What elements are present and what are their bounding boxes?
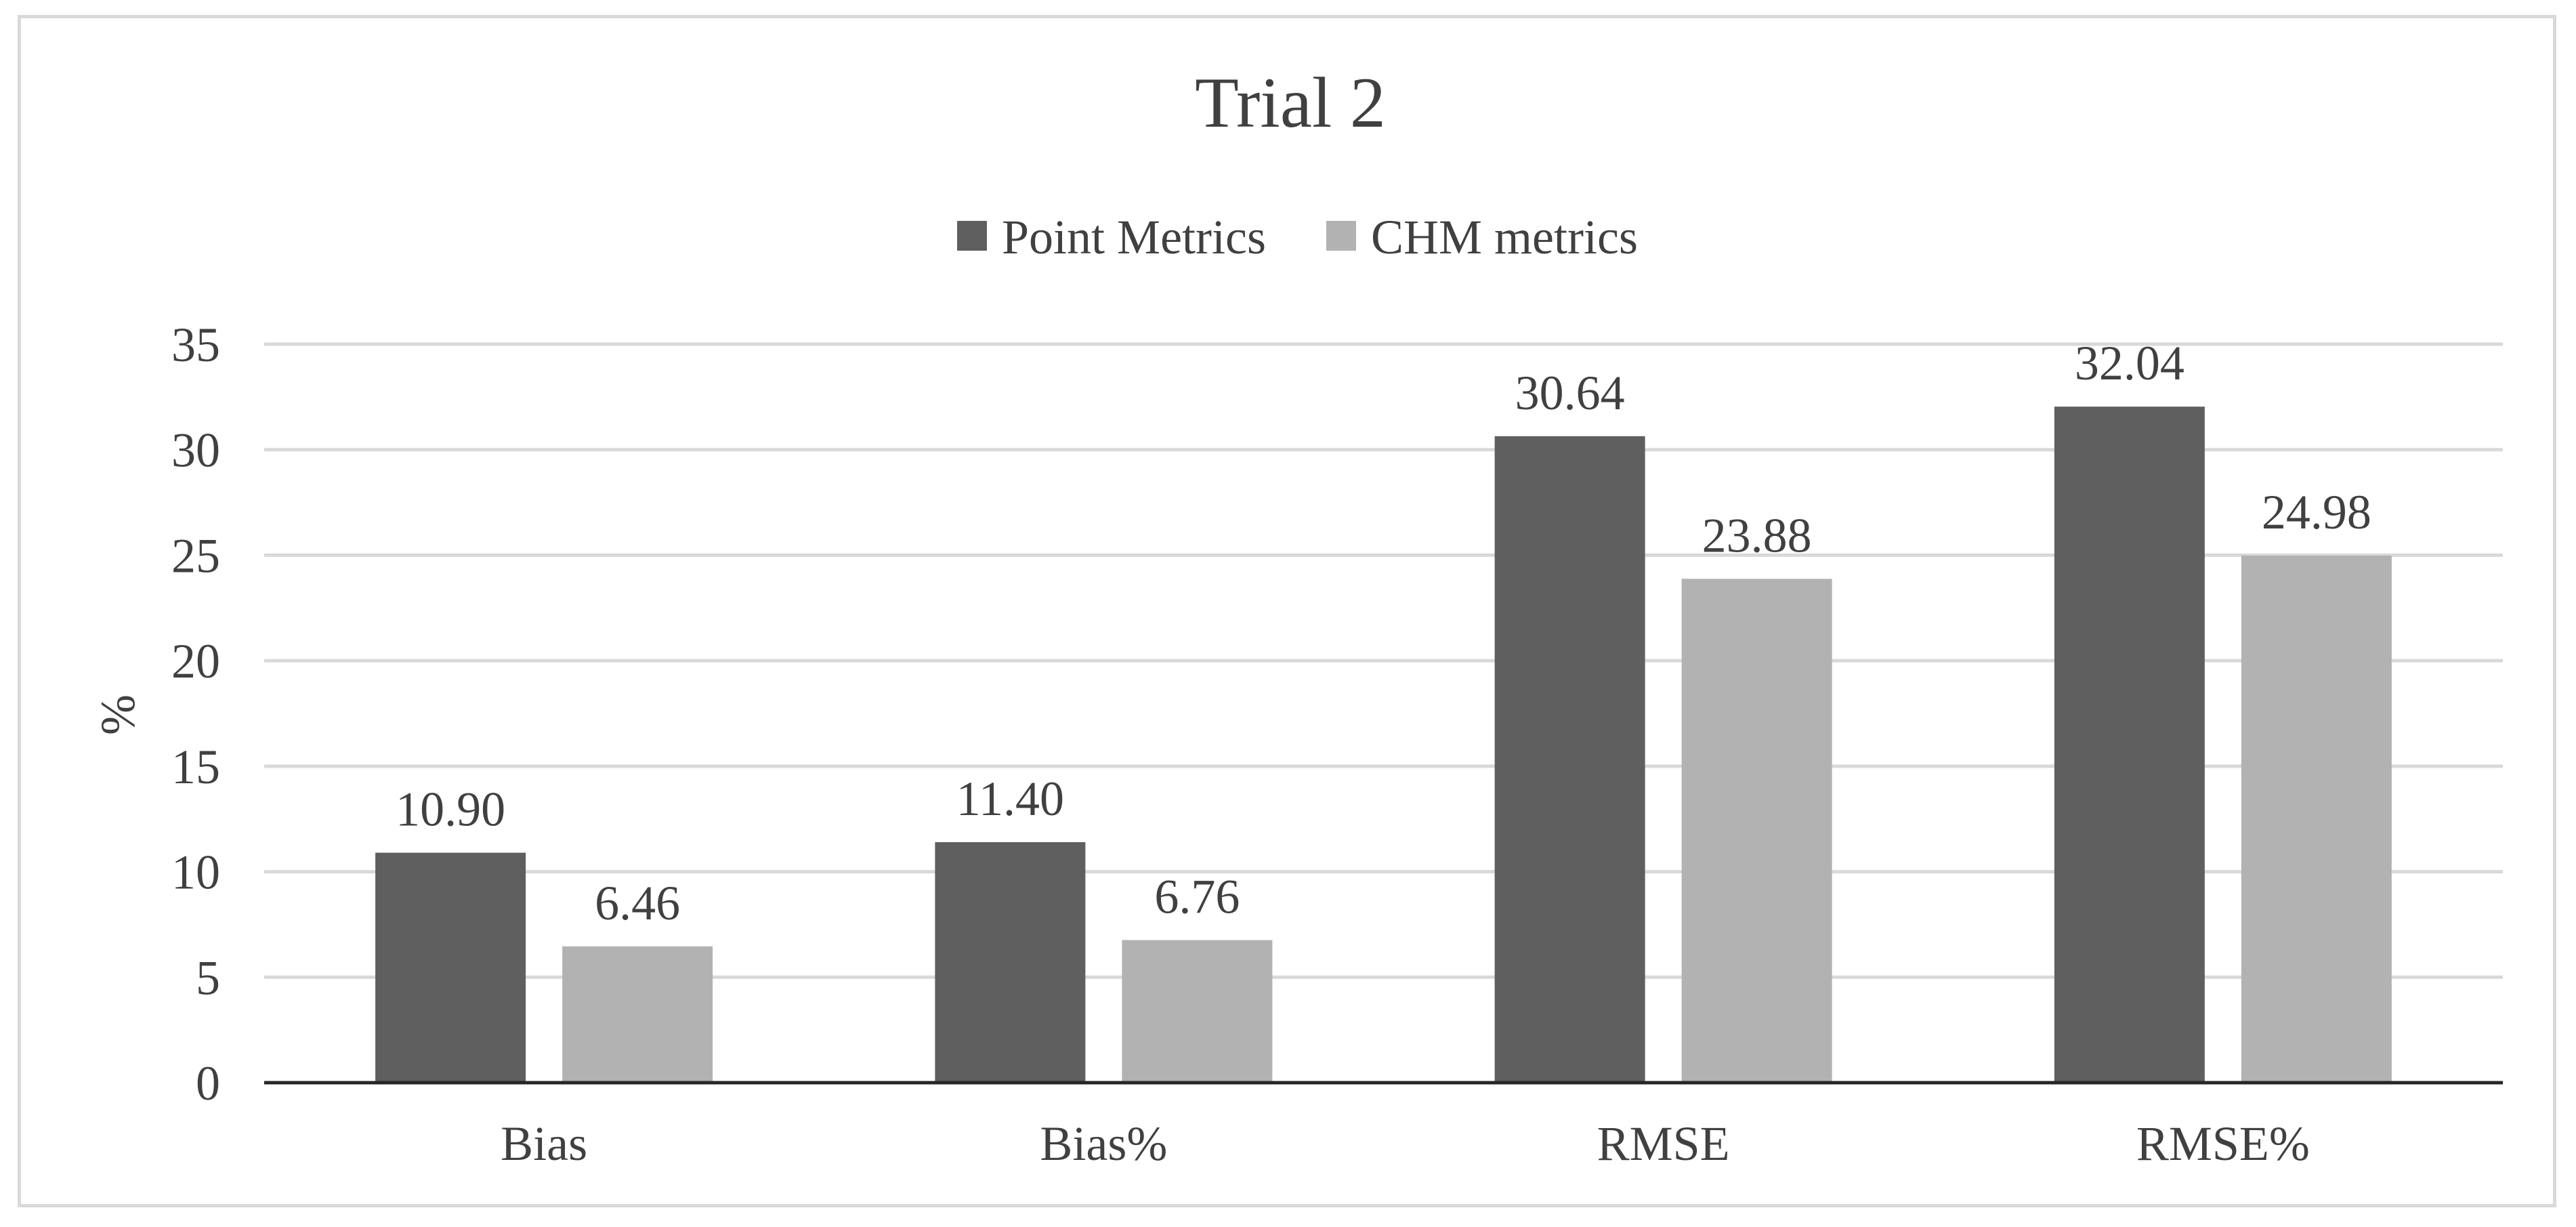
data-label: 24.98 bbox=[2262, 485, 2371, 539]
bar-point-metrics-1 bbox=[935, 841, 1086, 1083]
data-label: 10.90 bbox=[396, 783, 505, 837]
bars bbox=[375, 407, 2392, 1083]
y-tick-label: 30 bbox=[171, 423, 220, 478]
y-tick-label: 35 bbox=[171, 318, 220, 372]
data-label: 32.04 bbox=[2075, 336, 2184, 390]
x-tick-label: Bias% bbox=[1040, 1117, 1167, 1171]
y-tick-label: 10 bbox=[171, 846, 220, 900]
bar-chm-metrics-3 bbox=[2241, 556, 2392, 1083]
y-tick-label: 0 bbox=[196, 1056, 220, 1110]
y-tick-label: 5 bbox=[196, 951, 220, 1005]
data-label: 11.40 bbox=[956, 772, 1064, 826]
chart-legend: Point Metrics CHM metrics bbox=[957, 210, 1638, 264]
data-label: 6.76 bbox=[1154, 869, 1240, 923]
bar-chm-metrics-0 bbox=[562, 946, 713, 1083]
x-axis-ticks: Bias Bias% RMSE RMSE% bbox=[501, 1117, 2310, 1171]
data-labels: 10.90 6.46 11.40 6.76 30.64 23.88 32.04 24.98 bbox=[396, 336, 2371, 930]
y-tick-label: 15 bbox=[171, 740, 220, 794]
x-tick-label: RMSE bbox=[1597, 1117, 1730, 1171]
data-label: 30.64 bbox=[1515, 366, 1625, 420]
y-axis-label: % bbox=[91, 694, 145, 735]
data-label: 6.46 bbox=[595, 876, 680, 930]
legend-label: CHM metrics bbox=[1371, 210, 1638, 264]
bar-chm-metrics-2 bbox=[1681, 579, 1832, 1083]
bar-point-metrics-2 bbox=[1494, 436, 1645, 1083]
y-tick-label: 20 bbox=[171, 634, 220, 688]
x-tick-label: Bias bbox=[501, 1117, 587, 1171]
legend-swatch bbox=[957, 221, 987, 251]
bar-chm-metrics-1 bbox=[1122, 940, 1273, 1083]
data-label: 23.88 bbox=[1702, 508, 1812, 562]
chart-title: Trial 2 bbox=[1195, 63, 1386, 142]
y-axis-ticks: 0 5 10 15 20 25 30 35 bbox=[171, 318, 220, 1110]
y-tick-label: 25 bbox=[171, 528, 220, 583]
legend-label: Point Metrics bbox=[1002, 210, 1266, 264]
legend-swatch bbox=[1326, 221, 1356, 251]
bar-point-metrics-0 bbox=[375, 852, 526, 1083]
x-tick-label: RMSE% bbox=[2136, 1117, 2310, 1171]
bar-point-metrics-3 bbox=[2054, 407, 2205, 1083]
